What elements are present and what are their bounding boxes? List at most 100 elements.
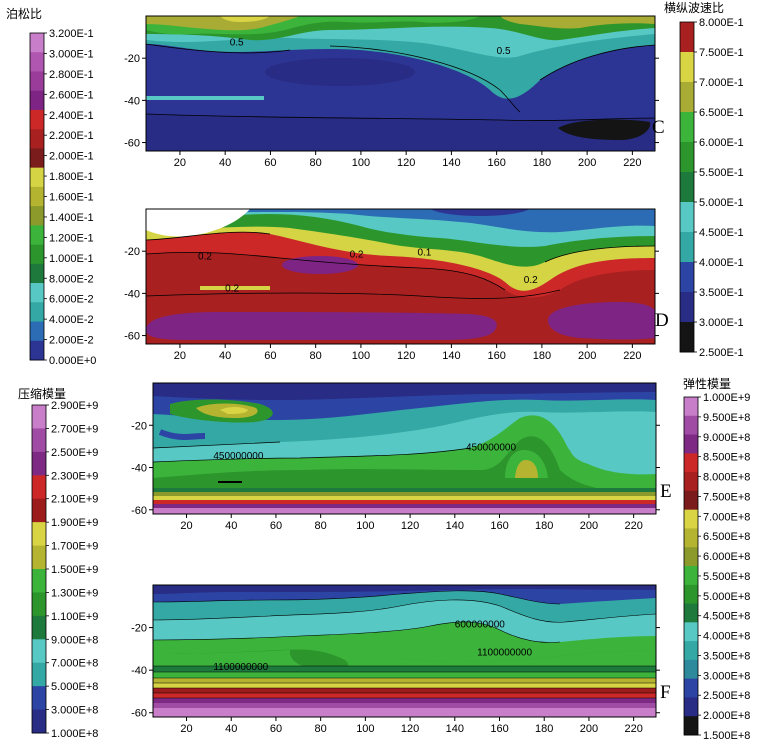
colorbar-bulk-scale: 2.900E+9 2.700E+9 2.500E+9 2.300E+9 2.100E+9… <box>31 400 98 740</box>
colorbar-swatch <box>32 662 46 687</box>
colorbar-elastic-scale: 1.000E+9 9.500E+8 9.000E+8 8.500E+8 8.000E+8… <box>683 392 750 742</box>
colorbar-swatch <box>32 592 46 617</box>
x-tick-label: 140 <box>442 157 460 169</box>
colorbar-swatch <box>680 232 694 263</box>
colorbar-swatch <box>684 659 698 680</box>
contour-label: 0.1 <box>417 247 431 258</box>
colorbar-label: 0.000E+0 <box>49 355 96 367</box>
colorbar-label: 7.000E+8 <box>51 658 98 670</box>
panel-e-contour-labels: 450000000 450000000 <box>213 443 516 462</box>
colorbar-swatch <box>680 22 694 53</box>
colorbar-elastic: 弹性模量 1.000E+9 9.500E+8 9.000E+8 8.500E+8 8.0… <box>683 377 750 742</box>
colorbar-swatch <box>32 569 46 593</box>
colorbar-swatch <box>680 262 694 293</box>
x-tick-label: 80 <box>310 157 322 169</box>
colorbar-label: 2.800E-1 <box>49 69 94 81</box>
x-tick-label: 120 <box>401 723 419 735</box>
x-tick-label: 180 <box>535 723 553 735</box>
colorbar-swatch <box>684 603 698 623</box>
colorbar-label: 3.200E-1 <box>49 28 94 40</box>
contour-label: 0.5 <box>230 38 244 49</box>
x-tick-label: 140 <box>446 723 464 735</box>
colorbar-label: 5.500E+8 <box>703 571 750 583</box>
colorbar-frame <box>683 396 699 736</box>
colorbar-label: 2.100E+9 <box>51 494 98 506</box>
x-tick-label: 200 <box>580 723 598 735</box>
colorbar-label: 1.300E+9 <box>51 587 98 599</box>
x-tick-label: 120 <box>401 520 419 532</box>
colorbar-swatch <box>32 451 46 476</box>
colorbar-label: 2.600E-1 <box>49 89 94 101</box>
x-tick-label: 160 <box>487 157 505 169</box>
x-tick-label: 40 <box>225 723 237 735</box>
colorbar-swatch <box>684 528 698 548</box>
panel-c-frame <box>145 15 656 152</box>
colorbar-label: 1.700E+9 <box>51 541 98 553</box>
colorbar-swatch <box>680 142 694 173</box>
colorbar-label: 9.000E+8 <box>703 432 750 444</box>
colorbar-swatch <box>684 490 698 511</box>
panel-e-frame <box>152 382 657 515</box>
colorbar-label: 6.000E-1 <box>699 137 744 149</box>
colorbar-label: 5.000E+8 <box>51 681 98 693</box>
colorbar-swatch <box>32 686 46 711</box>
colorbar-swatch <box>684 622 698 642</box>
contour-label: 450000000 <box>213 451 263 462</box>
colorbar-swatch <box>30 186 44 207</box>
y-tick-label: -60 <box>124 138 140 150</box>
colorbar-label: 2.000E-2 <box>49 335 94 347</box>
colorbar-label: 1.800E-1 <box>49 171 94 183</box>
panel-f-frame <box>152 584 657 718</box>
x-tick-label: 40 <box>219 350 231 362</box>
colorbar-swatch <box>30 109 44 130</box>
panel-d-axes: 20 40 60 80 100 120 140 160 180 200 220 -20 -40 -60 <box>124 246 659 362</box>
x-tick-label: 100 <box>352 350 370 362</box>
colorbar-label: 1.000E+9 <box>703 392 750 404</box>
colorbar-label: 2.900E+9 <box>51 400 98 412</box>
colorbar-swatch <box>680 202 694 233</box>
colorbar-label: 5.500E-1 <box>699 167 744 179</box>
x-tick-label: 160 <box>490 520 508 532</box>
panel-c: 20 40 60 80 100 120 140 160 180 200 220 -20 -40 -60 0… <box>124 15 665 169</box>
colorbar-swatch <box>684 697 698 717</box>
colorbar-label: 6.000E-2 <box>49 294 94 306</box>
x-tick-label: 220 <box>623 157 641 169</box>
x-tick-label: 20 <box>180 520 192 532</box>
colorbar-label: 4.000E-2 <box>49 314 94 326</box>
colorbar-poisson-scale: 3.200E-1 3.000E-1 2.800E-1 2.600E-1 2.400E-1… <box>29 28 96 367</box>
colorbar-label: 2.500E+8 <box>703 690 750 702</box>
panel-d-contour-labels: 0.2 0.2 0.1 0.2 0.2 <box>198 247 538 294</box>
colorbar-label: 6.500E-1 <box>699 107 744 119</box>
colorbar-label: 1.500E+9 <box>51 564 98 576</box>
colorbar-label: 6.500E+8 <box>703 531 750 543</box>
colorbar-label: 8.000E-2 <box>49 273 94 285</box>
colorbar-swatch <box>684 547 698 567</box>
colorbar-swatch <box>680 112 694 143</box>
panel-d-frame <box>145 208 656 345</box>
x-tick-label: 220 <box>624 520 642 532</box>
panel-e: 20 40 60 80 100 120 140 160 180 200 220 -20 -40 -60 4… <box>131 382 672 532</box>
colorbar-swatch <box>32 545 46 570</box>
colorbar-label: 2.700E+9 <box>51 423 98 435</box>
panel-c-tag: C <box>652 117 665 138</box>
colorbar-swatch <box>30 33 44 53</box>
colorbar-label: 2.500E+9 <box>51 447 98 459</box>
colorbar-swatch <box>30 321 44 342</box>
colorbar-swatch <box>30 244 44 265</box>
panel-e-tag: E <box>660 481 672 502</box>
panel-c-axes: 20 40 60 80 100 120 140 160 180 200 220 -20 -40 -60 <box>124 53 659 169</box>
x-tick-label: 160 <box>490 723 508 735</box>
colorbar-label: 8.000E+8 <box>703 472 750 484</box>
colorbar-swatch <box>32 615 46 640</box>
colorbar-swatch <box>32 498 46 523</box>
contour-label: 0.2 <box>524 275 538 286</box>
colorbar-label: 8.500E+8 <box>703 452 750 464</box>
colorbar-vsvp-title: 横纵波速比 <box>664 1 724 15</box>
colorbar-label: 8.000E-1 <box>699 17 744 29</box>
contour-label: 0.2 <box>350 250 364 261</box>
x-tick-label: 220 <box>624 723 642 735</box>
colorbar-swatch <box>32 405 46 429</box>
colorbar-label: 1.400E-1 <box>49 212 94 224</box>
x-tick-label: 180 <box>533 157 551 169</box>
colorbar-label: 5.000E-1 <box>699 197 744 209</box>
